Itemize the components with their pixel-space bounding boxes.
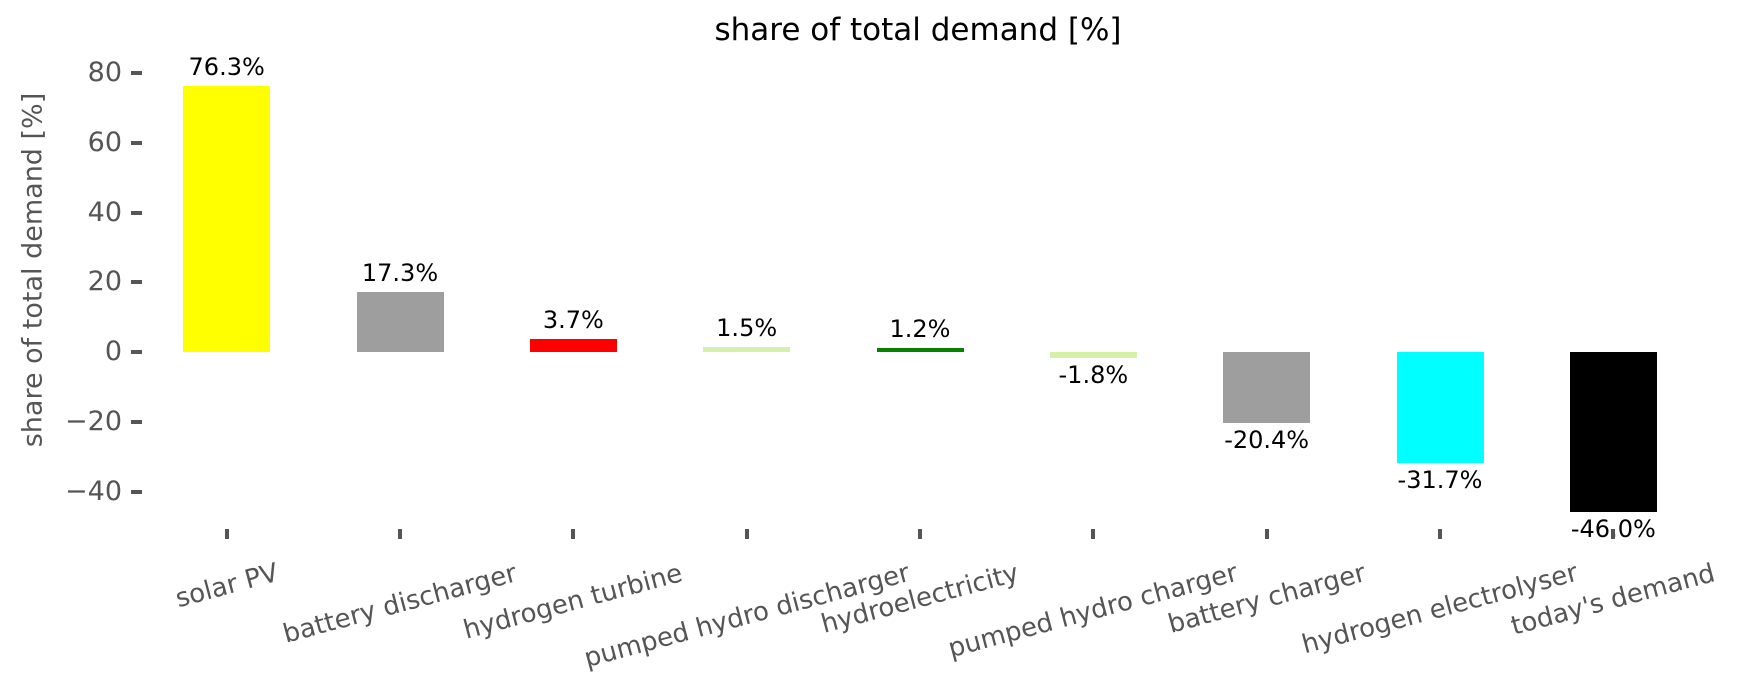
value-label-hydrogen-electrolyser: -31.7% bbox=[1397, 465, 1483, 494]
x-tick-mark-hydrogen-electrolyser bbox=[1438, 529, 1442, 539]
x-tick-mark-solar-pv bbox=[224, 529, 229, 539]
x-tick-mark-battery-charger bbox=[1264, 529, 1269, 539]
y-tick-mark--40 bbox=[131, 489, 142, 494]
y-tick-label-80: 80 bbox=[87, 56, 122, 88]
value-label-pumped-hydro-charger: -1.8% bbox=[1058, 361, 1129, 390]
y-tick-mark-0 bbox=[131, 350, 142, 354]
y-tick-label-60: 60 bbox=[87, 126, 122, 158]
chart-title: share of total demand [%] bbox=[714, 12, 1122, 48]
y-tick-mark--20 bbox=[131, 419, 142, 424]
y-tick-mark-40 bbox=[131, 210, 142, 215]
x-tick-mark-hydroelectricity bbox=[918, 529, 922, 539]
y-tick-mark-20 bbox=[131, 280, 142, 285]
x-tick-label-solar-pv: solar PV bbox=[172, 557, 282, 615]
bar-hydrogen-electrolyser bbox=[1396, 352, 1484, 463]
y-tick-label-20: 20 bbox=[87, 266, 122, 298]
value-label-battery-discharger: 17.3% bbox=[361, 258, 439, 287]
y-tick-mark-60 bbox=[131, 140, 142, 145]
y-tick-label-0: 0 bbox=[104, 335, 122, 367]
bar-battery-discharger bbox=[356, 291, 444, 352]
x-tick-mark-today-s-demand bbox=[1611, 529, 1616, 539]
x-tick-mark-pumped-hydro-charger bbox=[1091, 529, 1096, 539]
x-tick-mark-battery-discharger bbox=[398, 529, 402, 539]
bar-hydroelectricity bbox=[876, 347, 964, 352]
bar-hydrogen-turbine bbox=[529, 339, 617, 352]
x-tick-mark-pumped-hydro-discharger bbox=[744, 529, 749, 539]
bar-solar-pv bbox=[183, 85, 271, 352]
x-tick-mark-hydrogen-turbine bbox=[571, 529, 576, 539]
bar-pumped-hydro-charger bbox=[1049, 352, 1137, 359]
bar-today-s-demand bbox=[1569, 352, 1657, 513]
bar-battery-charger bbox=[1223, 352, 1311, 424]
y-tick-label-40: 40 bbox=[87, 196, 122, 228]
value-label-pumped-hydro-discharger: 1.5% bbox=[716, 313, 778, 342]
value-label-hydroelectricity: 1.2% bbox=[889, 314, 951, 343]
value-label-battery-charger: -20.4% bbox=[1224, 426, 1310, 455]
y-tick-mark-80 bbox=[131, 71, 142, 75]
value-label-hydrogen-turbine: 3.7% bbox=[542, 306, 604, 335]
value-label-solar-pv: 76.3% bbox=[188, 52, 265, 81]
y-tick-label--20: −20 bbox=[65, 405, 122, 437]
y-tick-label--40: −40 bbox=[65, 475, 122, 507]
bar-pumped-hydro-discharger bbox=[703, 346, 791, 352]
